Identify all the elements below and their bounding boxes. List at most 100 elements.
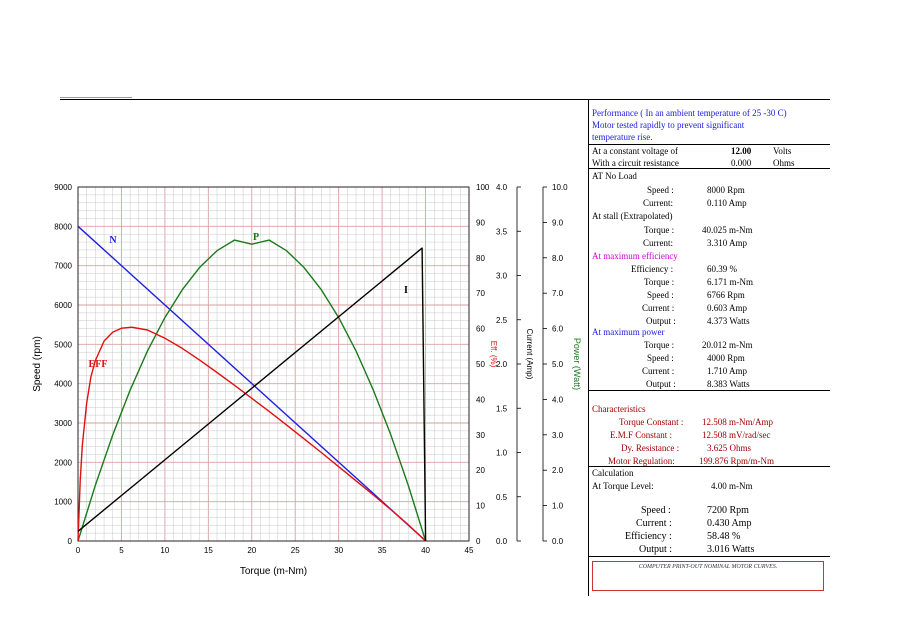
- max-power-output: 8.383 Watts: [707, 379, 750, 389]
- x-tick-label: 25: [291, 546, 300, 555]
- torque-level-label: At Torque Level:: [592, 481, 654, 491]
- max-eff-title: At maximum efficiency: [592, 251, 678, 261]
- calc-output-label: Output :: [639, 544, 673, 555]
- current-tick-label: 2.0: [496, 360, 508, 369]
- no-load-speed-label: Speed :: [647, 185, 674, 195]
- power-tick-label: 3.0: [552, 431, 564, 440]
- speed-axis-label: Speed (rpm): [32, 336, 43, 392]
- x-tick-label: 45: [465, 546, 474, 555]
- max-power-title: At maximum power: [592, 327, 665, 337]
- resistance-unit: Ohms: [773, 158, 795, 168]
- eff-tick-label: 100: [476, 183, 490, 192]
- panel-divider-line: [589, 144, 830, 145]
- calculation-title: Calculation: [592, 468, 634, 478]
- x-tick-label: 5: [119, 546, 124, 555]
- max-eff-eff-label: Efficiency :: [631, 264, 674, 274]
- current-tick-label: 1.0: [496, 449, 508, 458]
- speed-tick-label: 8000: [54, 222, 72, 231]
- speed-tick-label: 9000: [54, 183, 72, 192]
- series-i-label: I: [404, 285, 408, 296]
- max-eff-speed-label: Speed :: [647, 290, 674, 300]
- stall-current: 3.310 Amp: [707, 238, 748, 248]
- max-eff-output: 4.373 Watts: [707, 316, 750, 326]
- printout-note: COMPUTER PRINT-OUT NOMINAL MOTOR CURVES.: [592, 561, 824, 591]
- x-tick-label: 40: [421, 546, 430, 555]
- eff-tick-label: 20: [476, 466, 485, 475]
- calc-speed: 7200 Rpm: [707, 505, 749, 516]
- current-tick-label: 2.5: [496, 316, 508, 325]
- max-power-torque-label: Torque :: [644, 340, 675, 350]
- stall-torque-label: Torque :: [644, 225, 675, 235]
- panel-divider-line: [589, 390, 830, 391]
- power-tick-label: 5.0: [552, 360, 564, 369]
- resistance-label: With a circuit resistance: [592, 158, 679, 168]
- no-load-current: 0.110 Amp: [707, 198, 747, 208]
- x-axis-label: Torque (m-Nm): [240, 566, 307, 577]
- x-tick-label: 35: [378, 546, 387, 555]
- max-power-current: 1.710 Amp: [707, 366, 748, 376]
- power-tick-label: 8.0: [552, 254, 564, 263]
- eff-tick-label: 0: [476, 537, 481, 546]
- max-eff-torque-label: Torque :: [644, 277, 675, 287]
- series-n-label: N: [109, 235, 117, 246]
- current-tick-label: 0.0: [496, 537, 508, 546]
- current-tick-label: 0.5: [496, 493, 508, 502]
- series-n-line: [77, 225, 427, 542]
- power-tick-label: 2.0: [552, 466, 564, 475]
- motor-regulation-label: Motor Regulation:: [608, 456, 675, 466]
- torque-constant: 12.508 m-Nm/Amp: [702, 417, 773, 427]
- speed-tick-label: 4000: [54, 380, 72, 389]
- x-tick-label: 15: [204, 546, 213, 555]
- max-power-current-label: Current :: [642, 366, 675, 376]
- power-tick-label: 6.0: [552, 325, 564, 334]
- emf-constant: 12.508 mV/rad/sec: [702, 430, 771, 440]
- current-tick-label: 4.0: [496, 183, 508, 192]
- top-rule-short: [60, 97, 132, 98]
- calc-eff-label: Efficiency :: [625, 531, 672, 542]
- dy-resistance: 3.625 Ohms: [707, 443, 752, 453]
- voltage-unit: Volts: [773, 146, 792, 156]
- series-i-line: [77, 247, 427, 542]
- x-tick-label: 30: [334, 546, 343, 555]
- eff-tick-label: 80: [476, 254, 485, 263]
- max-power-speed: 4000 Rpm: [707, 353, 745, 363]
- calc-output: 3.016 Watts: [707, 544, 755, 555]
- series-eff-label: EFF: [89, 359, 108, 370]
- panel-header-1: Performance ( In an ambient temperature …: [592, 108, 787, 118]
- eff-tick-label: 50: [476, 360, 485, 369]
- eff-tick-label: 40: [476, 395, 485, 404]
- power-tick-label: 0.0: [552, 537, 564, 546]
- eff-tick-label: 10: [476, 502, 485, 511]
- series-eff-line: [77, 326, 427, 542]
- power-tick-label: 10.0: [552, 183, 568, 192]
- power-tick-label: 7.0: [552, 289, 564, 298]
- dy-resistance-label: Dy. Resistance :: [621, 443, 680, 453]
- calc-speed-label: Speed :: [641, 505, 671, 516]
- series-p-line: [77, 239, 427, 542]
- calc-current-label: Current :: [636, 518, 672, 529]
- eff-tick-label: 90: [476, 218, 485, 227]
- panel-divider-line: [589, 466, 830, 467]
- torque-level: 4.00 m-Nm: [711, 481, 753, 491]
- panel-header-2: Motor tested rapidly to prevent signific…: [592, 120, 745, 130]
- plot-border: [77, 186, 470, 542]
- resistance-value: 0.000: [731, 158, 752, 168]
- max-eff-speed: 6766 Rpm: [707, 290, 745, 300]
- voltage-value: 12.00: [731, 146, 752, 156]
- power-tick-label: 4.0: [552, 395, 564, 404]
- speed-tick-label: 0: [68, 537, 73, 546]
- eff-tick-label: 70: [476, 289, 485, 298]
- speed-tick-label: 5000: [54, 340, 72, 349]
- torque-constant-label: Torque Constant :: [619, 417, 684, 427]
- current-axis-label: Current (Amp): [525, 329, 534, 380]
- panel-header-3: temperature rise.: [592, 132, 653, 142]
- no-load-current-label: Current:: [643, 198, 673, 208]
- speed-tick-label: 1000: [54, 498, 72, 507]
- power-tick-label: 9.0: [552, 218, 564, 227]
- stall-current-label: Current:: [643, 238, 673, 248]
- max-eff-current: 0.603 Amp: [707, 303, 748, 313]
- performance-panel: Performance ( In an ambient temperature …: [589, 100, 830, 596]
- panel-divider-line: [589, 168, 830, 169]
- calc-current: 0.430 Amp: [707, 518, 752, 529]
- speed-tick-label: 7000: [54, 262, 72, 271]
